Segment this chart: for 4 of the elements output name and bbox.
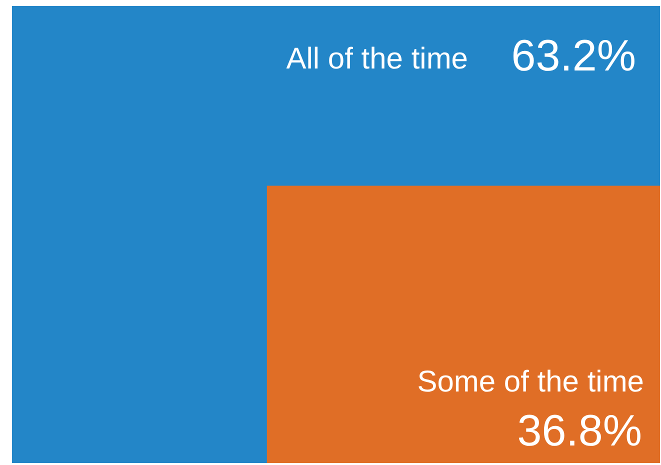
category-label: All of the time — [286, 42, 468, 76]
data-label: 63.2% — [511, 32, 636, 80]
data-label: 36.8% — [517, 406, 642, 456]
category-label: Some of the time — [417, 366, 644, 398]
